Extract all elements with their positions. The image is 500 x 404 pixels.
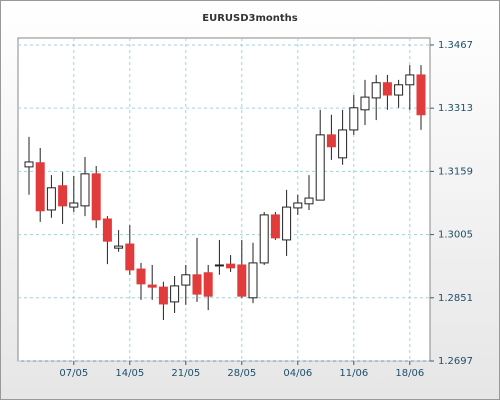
candle-body xyxy=(371,82,381,99)
candle-body xyxy=(102,218,112,242)
x-tick-label: 21/05 xyxy=(171,368,200,379)
chart-title: EURUSD3months xyxy=(202,13,298,24)
candle-body xyxy=(24,161,34,168)
y-tick-label: 1.2851 xyxy=(438,293,473,304)
candle-body xyxy=(338,129,348,159)
candle-body xyxy=(158,286,168,305)
y-tick-label: 1.3005 xyxy=(438,230,473,241)
x-tick-label: 28/05 xyxy=(227,368,256,379)
candle-body xyxy=(114,245,124,249)
candle-body xyxy=(214,264,224,267)
candle-body xyxy=(237,264,247,297)
x-tick-label: 07/05 xyxy=(59,368,88,379)
candle-body xyxy=(382,82,392,96)
candle-body xyxy=(46,187,56,211)
candle-body xyxy=(416,74,426,116)
candle-body xyxy=(349,107,359,131)
candle-body xyxy=(35,162,45,212)
y-tick-label: 1.2697 xyxy=(438,356,473,367)
candle-body xyxy=(259,214,269,264)
candle-body xyxy=(69,202,79,208)
candle-body xyxy=(91,173,101,221)
candle-body xyxy=(405,74,415,86)
x-tick-label: 18/06 xyxy=(395,368,424,379)
candle-body xyxy=(360,96,370,111)
x-tick-label: 11/06 xyxy=(339,368,368,379)
candle-body xyxy=(192,274,202,295)
candle-body xyxy=(293,202,303,209)
candle-body xyxy=(170,285,180,303)
x-tick-label: 14/05 xyxy=(115,368,144,379)
candle-body xyxy=(58,185,68,207)
candle-body xyxy=(203,272,213,297)
x-tick-label: 04/06 xyxy=(283,368,312,379)
candle-body xyxy=(136,268,146,285)
candle-body xyxy=(394,84,404,96)
candle-body xyxy=(282,206,292,241)
candle-body xyxy=(304,197,314,205)
candle-body xyxy=(248,262,258,299)
y-tick-label: 1.3159 xyxy=(438,166,473,177)
candle-body xyxy=(125,243,135,271)
candle-body xyxy=(80,173,90,207)
candle-body xyxy=(270,214,280,239)
y-tick-label: 1.3313 xyxy=(438,103,473,114)
candle-body xyxy=(147,284,157,288)
candle-body xyxy=(326,134,336,148)
candle-body xyxy=(181,274,191,286)
plot-area xyxy=(17,37,431,362)
candle-body xyxy=(226,263,236,269)
candle-body xyxy=(315,134,325,201)
y-tick-label: 1.3467 xyxy=(438,40,473,51)
